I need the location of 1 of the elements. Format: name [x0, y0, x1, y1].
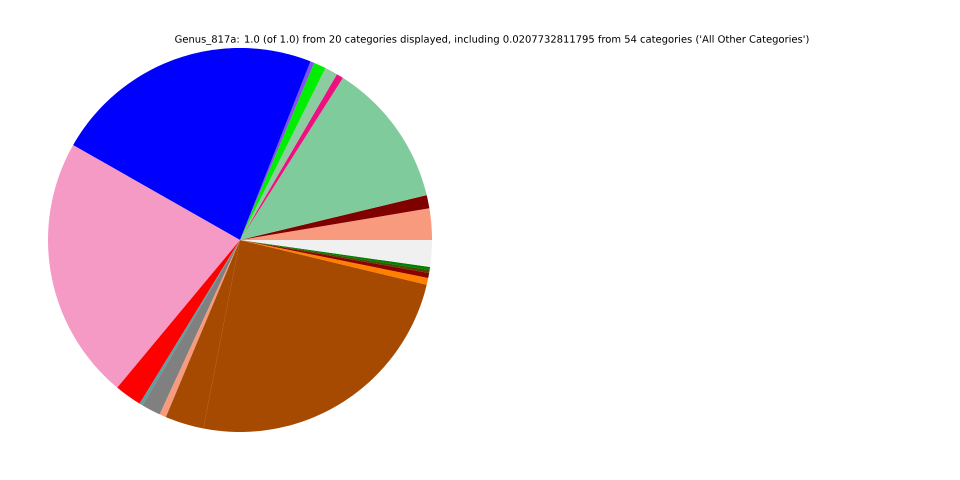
text: Genus_817a: 1.0 (of 1.0) from 20 categories displayed, including 0.0207732811795 from 54 categories ('All Other Categories') [175, 35, 809, 45]
